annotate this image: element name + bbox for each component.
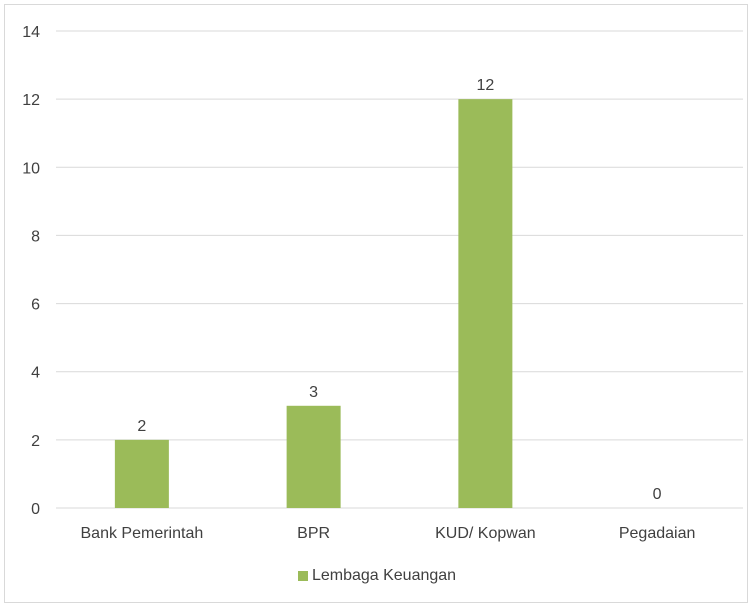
data-labels: 2 3 12 0 [137,77,661,503]
bars [114,99,513,509]
bar-2 [458,99,513,509]
y-tick-label-4: 4 [31,365,40,382]
legend-label: Lembaga Keuangan [311,567,457,584]
data-label-0: 2 [137,418,146,435]
legend: Lembaga Keuangan [0,567,754,585]
x-tick-label-2: KUD/ Kopwan [435,525,536,542]
data-label-2: 12 [476,77,494,94]
y-tick-label-8: 8 [31,228,40,245]
x-tick-label-1: BPR [297,525,330,542]
x-tick-label-0: Bank Pemerintah [81,525,204,542]
x-tick-label-3: Pegadaian [619,525,696,542]
gridlines [56,30,743,509]
y-axis-tick-labels: 0 2 4 6 8 10 12 14 [22,24,40,518]
data-label-1: 3 [309,384,318,401]
y-tick-label-6: 6 [31,297,40,314]
y-tick-label-2: 2 [31,433,40,450]
x-axis-tick-labels: Bank Pemerintah BPR KUD/ Kopwan Pegadaian [81,525,696,542]
y-tick-label-0: 0 [31,501,40,518]
bar-1 [286,405,341,508]
legend-swatch [297,571,308,581]
bar-0 [114,439,169,508]
data-label-3: 0 [653,486,662,503]
y-tick-label-10: 10 [22,160,40,177]
y-tick-label-14: 14 [22,24,40,41]
y-tick-label-12: 12 [22,92,40,109]
